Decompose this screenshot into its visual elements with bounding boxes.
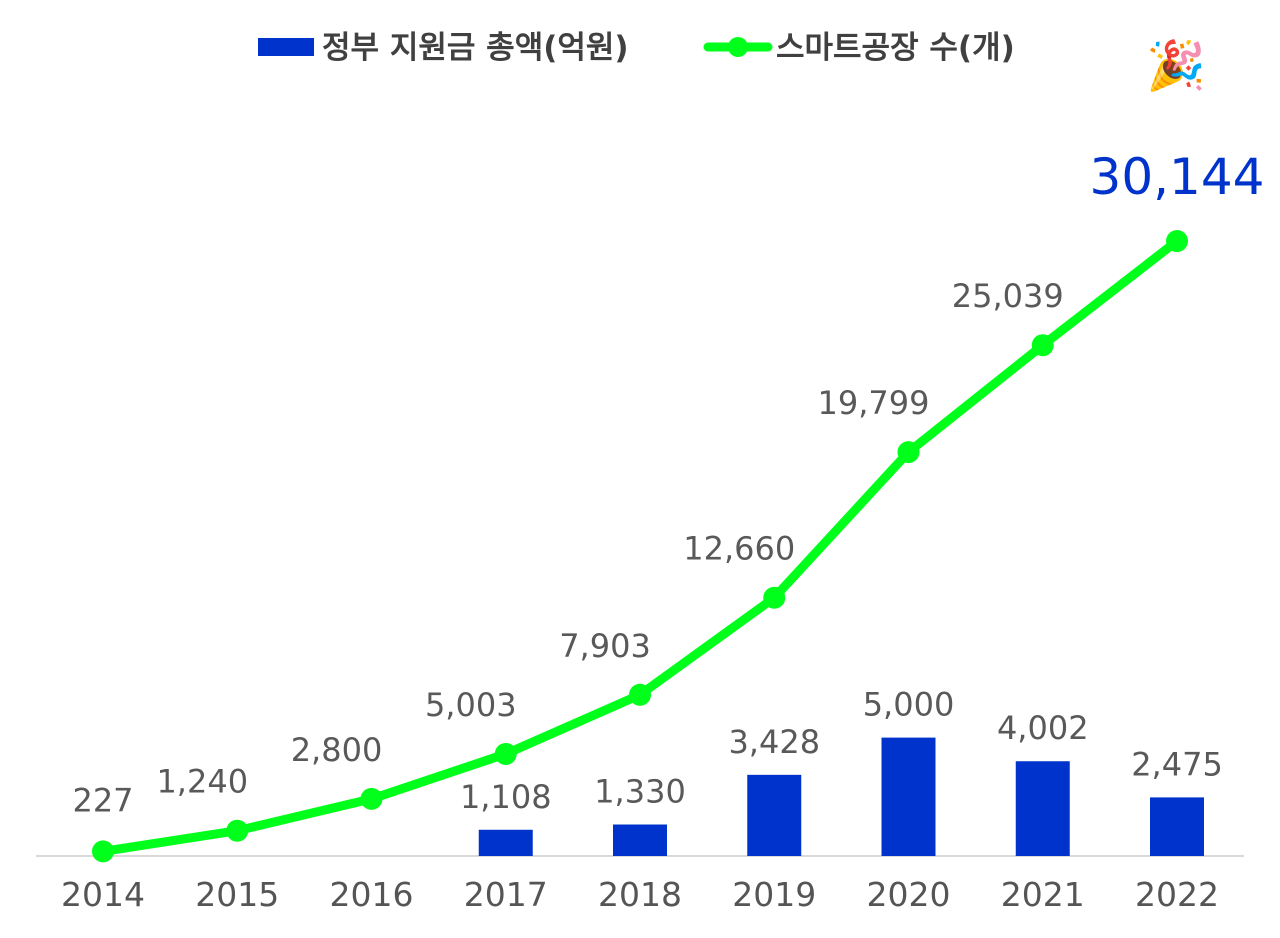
bar-label-2018: 1,330	[594, 773, 686, 811]
bar-label-2022: 2,475	[1131, 745, 1223, 783]
line-point-2022	[1166, 230, 1188, 253]
x-tick-2018: 2018	[598, 875, 682, 914]
line-label-2018: 7,903	[559, 627, 651, 665]
x-tick-2020: 2020	[867, 875, 951, 914]
line-point-2015	[226, 819, 249, 842]
line-point-2019	[763, 586, 786, 609]
line-point-2020	[897, 441, 920, 464]
x-tick-2015: 2015	[195, 875, 279, 914]
bar-label-2019: 3,428	[728, 723, 820, 761]
line-series	[92, 230, 1188, 863]
line-path	[98, 236, 1182, 856]
line-label-2016: 2,800	[291, 731, 383, 769]
x-tick-2022: 2022	[1135, 875, 1219, 914]
line-point-2016	[360, 787, 383, 810]
legend: 정부 지원금 총액(억원) 스마트공장 수(개)	[258, 30, 1015, 66]
legend-bar-swatch	[258, 38, 314, 56]
line-point-2017	[494, 742, 517, 765]
line-label-2019: 12,660	[683, 530, 795, 568]
bar-label-2020: 5,000	[863, 686, 955, 724]
bar-2017	[478, 829, 533, 856]
bar-2019	[747, 774, 802, 856]
line-label-2020: 19,799	[818, 384, 930, 422]
bar-2020	[881, 737, 936, 856]
line-label-2021: 25,039	[952, 277, 1064, 315]
x-tick-2021: 2021	[1001, 875, 1085, 914]
line-label-2015: 1,240	[156, 763, 248, 801]
line-point-2021	[1031, 334, 1054, 357]
data-labels: 1,108 1,330 3,428 5,000 4,002 2,475 227 1,240 2,…	[72, 148, 1264, 819]
line-label-2022: 30,144	[1090, 148, 1265, 206]
line-label-2017: 5,003	[425, 686, 517, 724]
legend-line-label: 스마트공장 수(개)	[776, 30, 1015, 66]
x-tick-2019: 2019	[732, 875, 816, 914]
line-point-2014	[92, 840, 114, 863]
legend-line-marker	[728, 37, 748, 57]
legend-bar-label: 정부 지원금 총액(억원)	[322, 30, 629, 66]
party-popper-icon: 🎉	[1146, 38, 1206, 94]
line-point-2018	[629, 683, 651, 706]
x-axis-ticks: 2014 2015 2016 2017 2018 2019 2020 2021 2022	[61, 875, 1219, 914]
bar-2021	[1015, 761, 1070, 856]
bar-2022	[1150, 797, 1204, 856]
bar-label-2021: 4,002	[997, 709, 1089, 747]
bar-2018	[613, 824, 667, 856]
x-tick-2016: 2016	[330, 875, 414, 914]
bar-label-2017: 1,108	[460, 778, 552, 816]
line-label-2014: 227	[72, 781, 133, 819]
x-tick-2014: 2014	[61, 875, 145, 914]
x-tick-2017: 2017	[464, 875, 548, 914]
bar-series	[478, 737, 1204, 856]
